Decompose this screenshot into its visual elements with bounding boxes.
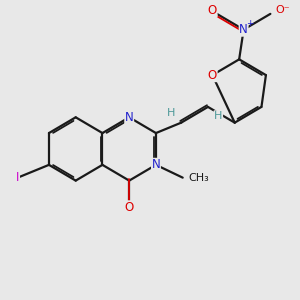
Text: O: O [208, 4, 217, 17]
Text: +: + [246, 19, 254, 28]
Text: H: H [214, 111, 223, 121]
Text: N: N [239, 23, 248, 36]
Text: I: I [16, 171, 20, 184]
Text: N: N [152, 158, 160, 171]
Text: CH₃: CH₃ [188, 172, 209, 183]
Text: H: H [167, 108, 175, 118]
Text: N: N [125, 111, 134, 124]
Text: O: O [124, 201, 134, 214]
Text: O: O [208, 69, 217, 82]
Text: O⁻: O⁻ [276, 5, 290, 15]
